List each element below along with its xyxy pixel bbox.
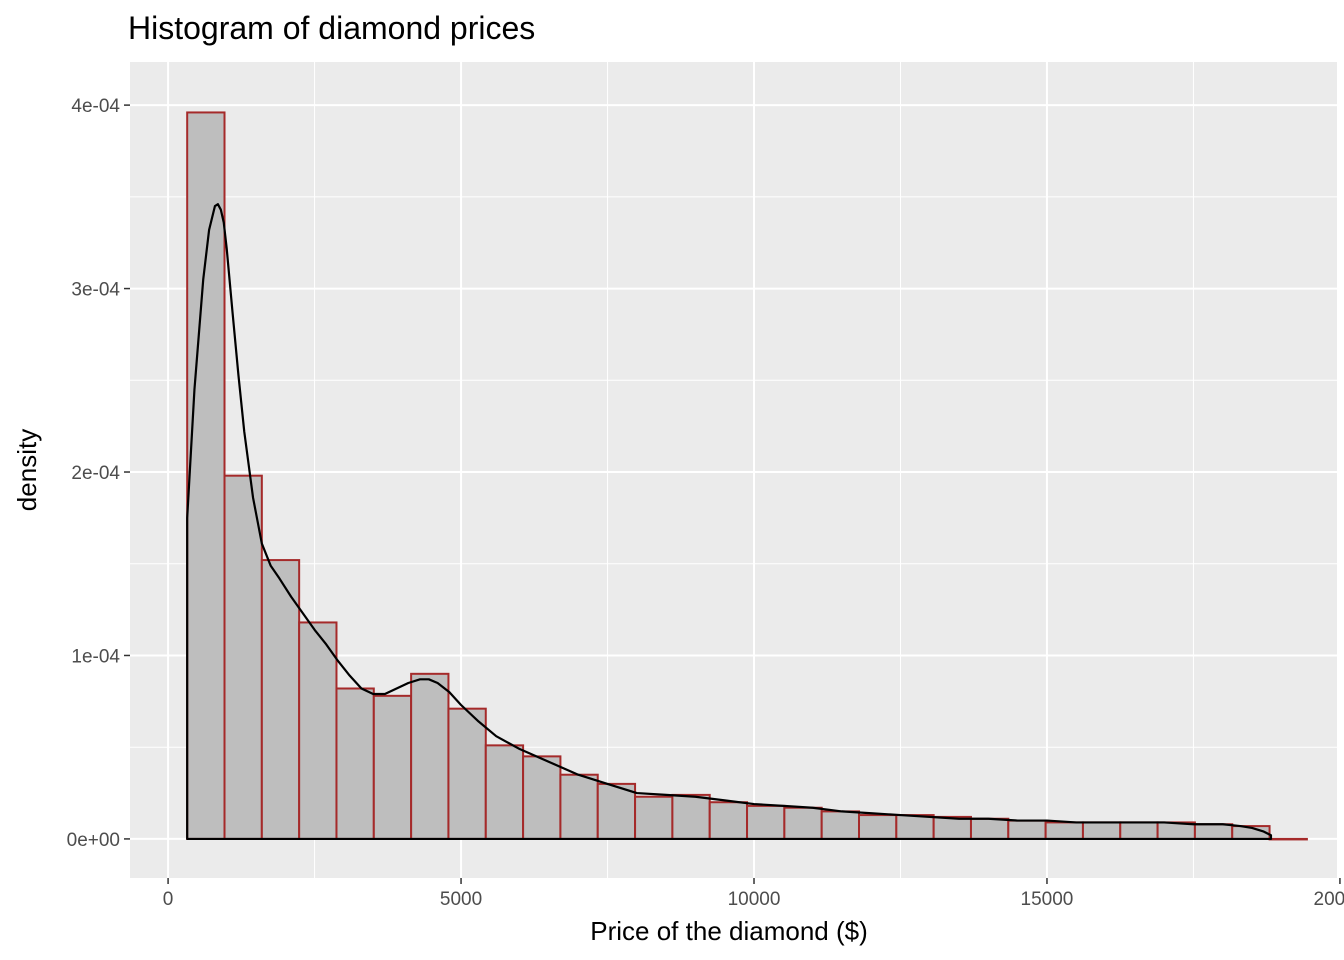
histogram-bar bbox=[1044, 821, 1084, 840]
histogram-bar bbox=[1268, 837, 1308, 841]
histogram-bar bbox=[484, 744, 525, 840]
histogram-bar bbox=[969, 817, 1010, 840]
histogram-bar bbox=[671, 793, 711, 840]
density-curve bbox=[186, 203, 1273, 841]
x-tick-label: 10000 bbox=[728, 889, 781, 910]
histogram-bar bbox=[895, 814, 935, 840]
histogram-bar bbox=[858, 814, 898, 840]
y-tick-label: 2e-04 bbox=[71, 463, 120, 484]
histogram-bar bbox=[372, 694, 413, 840]
y-axis: 0e+00 1e-04 2e-04 3e-04 4e-04 bbox=[67, 96, 130, 851]
histogram-bar bbox=[522, 755, 562, 840]
density-curve-group bbox=[186, 203, 1273, 841]
y-tick-label: 4e-04 bbox=[71, 96, 120, 117]
histogram-bar bbox=[223, 474, 263, 840]
histogram-bar bbox=[746, 804, 786, 840]
x-tick-label: 20000 bbox=[1314, 889, 1344, 910]
histogram-bar bbox=[447, 707, 487, 840]
chart-title: Histogram of diamond prices bbox=[128, 10, 535, 46]
histogram-bar bbox=[820, 810, 861, 840]
histogram-bar bbox=[186, 111, 226, 840]
histogram-bar bbox=[260, 559, 301, 840]
y-tick-label: 0e+00 bbox=[67, 830, 120, 851]
y-tick-label: 3e-04 bbox=[71, 280, 120, 301]
histogram-bar bbox=[783, 806, 823, 840]
y-axis-title: density bbox=[12, 429, 42, 511]
histogram-bar bbox=[1193, 823, 1234, 840]
x-tick-label: 5000 bbox=[440, 889, 482, 910]
histogram-bars bbox=[186, 111, 1308, 841]
histogram-bar bbox=[559, 773, 599, 840]
x-axis: 0 5000 10000 15000 20000 bbox=[163, 878, 1344, 910]
histogram-bar bbox=[335, 687, 375, 840]
x-axis-title: Price of the diamond ($) bbox=[590, 916, 867, 946]
histogram-bar bbox=[298, 621, 338, 840]
histogram-bar bbox=[932, 815, 972, 840]
y-tick-label: 1e-04 bbox=[71, 646, 120, 667]
histogram-bar bbox=[410, 672, 450, 840]
histogram-bar bbox=[596, 782, 637, 840]
histogram-bar bbox=[1119, 821, 1159, 840]
minor-gridlines bbox=[130, 62, 1337, 878]
x-tick-label: 15000 bbox=[1021, 889, 1074, 910]
histogram-bar bbox=[1081, 821, 1122, 840]
histogram-bar bbox=[634, 795, 674, 840]
x-tick-label: 0 bbox=[163, 889, 174, 910]
histogram-bar bbox=[1007, 819, 1047, 840]
histogram-bar bbox=[708, 801, 749, 840]
